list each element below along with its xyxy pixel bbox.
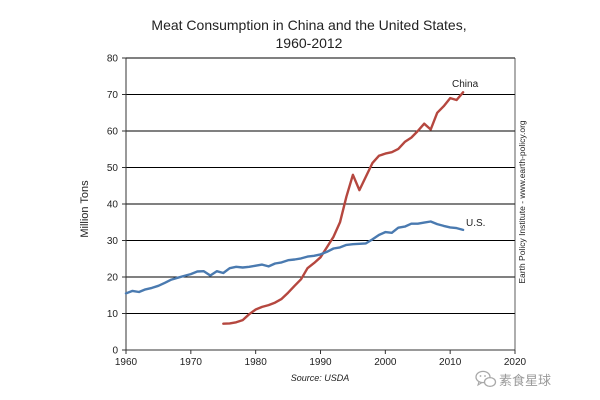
axis-ticks [122, 57, 516, 354]
x-tick-label-1990: 1990 [309, 357, 332, 368]
series-label-us: U.S. [466, 218, 485, 229]
x-tick-label-2000: 2000 [374, 357, 397, 368]
y-tick-label-70: 70 [107, 90, 119, 101]
y-tick-label-80: 80 [107, 54, 119, 65]
y-tick-labels: 0 10 20 30 40 50 60 70 80 [107, 54, 119, 357]
series-line-china [222, 91, 465, 325]
y-tick-label-60: 60 [107, 127, 119, 138]
y-tick-label-40: 40 [107, 200, 119, 211]
chart-credit: Earth Policy Institute - www.earth-polic… [517, 120, 527, 284]
y-tick-label-10: 10 [107, 309, 119, 320]
chart-title-line-2: 1960-2012 [276, 35, 343, 51]
series-label-china: China [452, 79, 479, 90]
x-tick-label-2020: 2020 [504, 357, 527, 368]
y-tick-label-20: 20 [107, 273, 119, 284]
y-tick-label-30: 30 [107, 236, 119, 247]
chart-source: Source: USDA [291, 373, 350, 383]
wechat-logo-icon [475, 370, 497, 388]
grid-lines [126, 57, 515, 314]
y-tick-label-50: 50 [107, 163, 119, 174]
watermark-text: 素食星球 [499, 373, 551, 389]
y-tick-label-0: 0 [112, 346, 118, 357]
chart-title-line-1: Meat Consumption in China and the United… [151, 17, 466, 33]
x-tick-label-1960: 1960 [115, 357, 138, 368]
x-tick-labels: 1960 1970 1980 1990 2000 2010 2020 [115, 357, 527, 368]
series-line-us [124, 220, 465, 295]
watermark: 素食星球 [475, 370, 551, 389]
series-lines [124, 91, 465, 325]
x-tick-label-2010: 2010 [439, 357, 462, 368]
x-tick-label-1970: 1970 [180, 357, 203, 368]
y-axis-title: Million Tons [79, 180, 91, 238]
x-tick-label-1980: 1980 [245, 357, 268, 368]
